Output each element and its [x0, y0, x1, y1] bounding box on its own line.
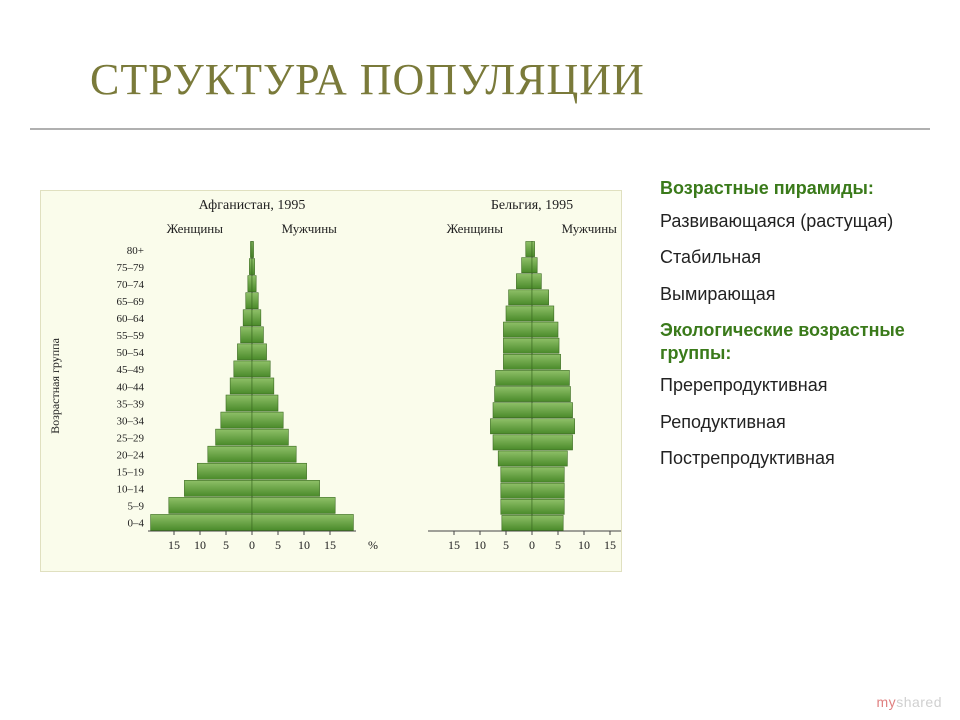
svg-text:10: 10 — [578, 538, 590, 552]
sidebar-item: Пострепродуктивная — [660, 447, 940, 470]
pyramid-chart: Возрастная группа Афганистан, 1995 Женщины… — [40, 190, 622, 572]
svg-text:Мужчины: Мужчины — [561, 221, 617, 236]
sidebar-item: Стабильная — [660, 246, 940, 269]
svg-text:35–39: 35–39 — [117, 398, 145, 410]
sidebar-item: Реподуктивная — [660, 411, 940, 434]
sidebar-item: Развивающаяся (растущая) — [660, 210, 940, 233]
svg-text:15: 15 — [604, 538, 616, 552]
svg-text:Бельгия, 1995: Бельгия, 1995 — [491, 198, 573, 213]
heading-groups: Экологические возрастные группы: — [660, 319, 940, 364]
svg-text:20–24: 20–24 — [117, 450, 145, 462]
svg-text:10: 10 — [298, 538, 310, 552]
sidebar-item: Вымирающая — [660, 283, 940, 306]
svg-text:0: 0 — [249, 538, 255, 552]
svg-text:50–54: 50–54 — [117, 347, 145, 359]
page-title: СТРУКТУРА ПОПУЛЯЦИИ — [90, 54, 645, 105]
svg-text:5–9: 5–9 — [128, 501, 145, 513]
heading-pyramids: Возрастные пирамиды: — [660, 177, 940, 200]
svg-text:15–19: 15–19 — [117, 467, 145, 479]
sidebar: Возрастные пирамиды: Развивающаяся (раст… — [660, 165, 940, 484]
svg-text:15: 15 — [448, 538, 460, 552]
svg-text:Возрастная группа: Возрастная группа — [48, 337, 62, 434]
svg-text:5: 5 — [555, 538, 561, 552]
svg-text:65–69: 65–69 — [117, 296, 145, 308]
svg-text:60–64: 60–64 — [117, 313, 145, 325]
svg-text:Женщины: Женщины — [447, 221, 504, 236]
svg-text:0: 0 — [529, 538, 535, 552]
svg-text:70–74: 70–74 — [117, 279, 145, 291]
svg-text:0–4: 0–4 — [128, 518, 145, 530]
svg-text:Афганистан, 1995: Афганистан, 1995 — [199, 198, 306, 213]
sidebar-item: Пререпродуктивная — [660, 374, 940, 397]
svg-text:Мужчины: Мужчины — [281, 221, 337, 236]
svg-text:55–59: 55–59 — [117, 330, 145, 342]
watermark-part1: my — [877, 694, 897, 710]
svg-text:%: % — [368, 538, 378, 552]
svg-text:10: 10 — [194, 538, 206, 552]
watermark: myshared — [877, 694, 942, 710]
svg-text:5: 5 — [275, 538, 281, 552]
svg-text:10–14: 10–14 — [117, 484, 145, 496]
svg-text:30–34: 30–34 — [117, 415, 145, 427]
svg-text:75–79: 75–79 — [117, 262, 145, 274]
svg-text:5: 5 — [503, 538, 509, 552]
svg-text:5: 5 — [223, 538, 229, 552]
svg-text:25–29: 25–29 — [117, 432, 145, 444]
watermark-part2: shared — [896, 694, 942, 710]
divider — [30, 128, 930, 130]
svg-text:Женщины: Женщины — [167, 221, 224, 236]
svg-text:80+: 80+ — [127, 245, 144, 257]
svg-text:10: 10 — [474, 538, 486, 552]
svg-text:15: 15 — [324, 538, 336, 552]
svg-text:15: 15 — [168, 538, 180, 552]
slide: СТРУКТУРА ПОПУЛЯЦИИ Возрастная группа Афг… — [0, 0, 960, 720]
svg-text:40–44: 40–44 — [117, 381, 145, 393]
svg-text:45–49: 45–49 — [117, 364, 145, 376]
